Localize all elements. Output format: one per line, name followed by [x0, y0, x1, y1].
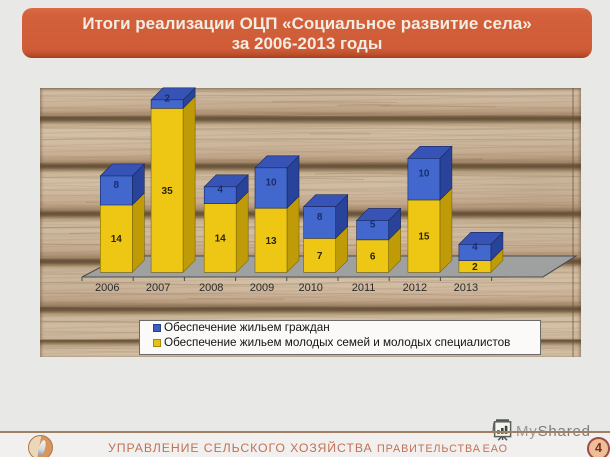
svg-text:2009: 2009 — [250, 282, 274, 294]
svg-text:2: 2 — [472, 262, 478, 273]
svg-text:4: 4 — [217, 185, 223, 196]
svg-text:7: 7 — [317, 251, 323, 262]
svg-text:2010: 2010 — [298, 282, 322, 294]
svg-text:2013: 2013 — [454, 282, 478, 294]
svg-text:8: 8 — [317, 212, 323, 223]
svg-text:2006: 2006 — [95, 282, 119, 294]
svg-text:10: 10 — [265, 178, 277, 189]
svg-text:2: 2 — [164, 94, 170, 105]
svg-text:35: 35 — [162, 186, 174, 197]
svg-text:4: 4 — [472, 242, 478, 253]
svg-text:14: 14 — [111, 234, 123, 245]
svg-text:10: 10 — [418, 169, 430, 180]
svg-text:13: 13 — [265, 236, 277, 247]
svg-text:8: 8 — [114, 180, 120, 191]
svg-text:2008: 2008 — [199, 282, 223, 294]
svg-text:5: 5 — [370, 220, 376, 231]
svg-text:15: 15 — [418, 232, 430, 243]
svg-text:2007: 2007 — [146, 282, 170, 294]
svg-text:6: 6 — [370, 252, 376, 263]
svg-text:2011: 2011 — [352, 282, 376, 294]
svg-text:14: 14 — [215, 233, 227, 244]
svg-text:2012: 2012 — [403, 282, 427, 294]
